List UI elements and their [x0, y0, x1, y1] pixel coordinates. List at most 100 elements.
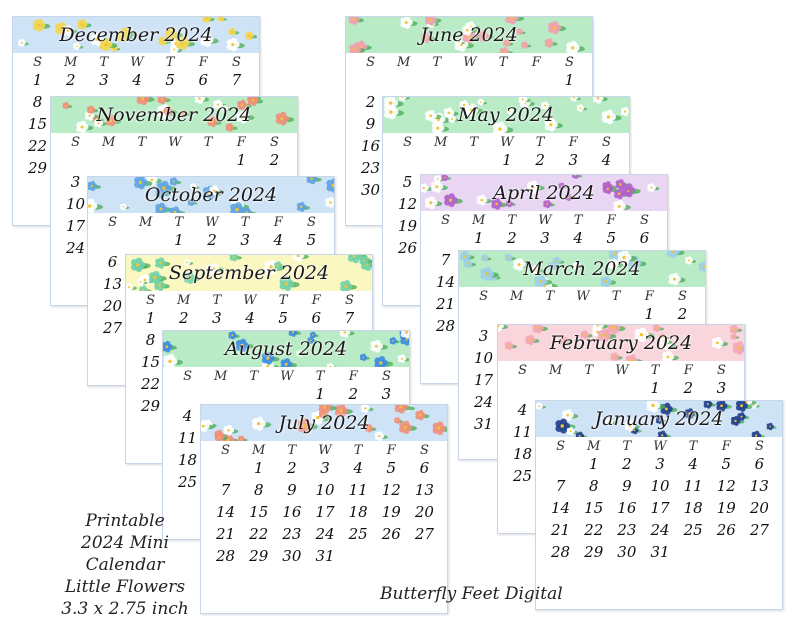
day-number: 7: [440, 251, 451, 269]
day-number: 29: [28, 159, 48, 177]
day-number: 2: [65, 71, 76, 89]
floral-pattern-icon: [88, 177, 334, 213]
weekday-label: T: [203, 135, 213, 150]
empty-day-cell: [457, 151, 490, 173]
day-number: 13: [103, 275, 123, 293]
day-number: 17: [474, 371, 494, 389]
day-number: 4: [688, 455, 698, 473]
day-number: 21: [436, 295, 456, 313]
empty-day-cell: [520, 71, 553, 93]
day-number: 25: [513, 467, 533, 485]
day-number: 7: [344, 309, 355, 327]
floral-pattern-icon: [163, 331, 409, 367]
day-number: 13: [414, 481, 434, 499]
month-banner: May 2024: [383, 97, 629, 133]
day-number: 14: [551, 499, 571, 517]
day-number: 16: [282, 503, 302, 521]
weekday-label: T: [165, 55, 175, 70]
weekday-label: W: [538, 213, 552, 228]
day-number: 7: [220, 481, 231, 499]
day-number: 24: [474, 393, 494, 411]
empty-day-cell: [96, 231, 129, 253]
weekday-label: S: [479, 289, 489, 304]
weekday-label: S: [564, 55, 574, 70]
day-number: 1: [145, 309, 156, 327]
day-number: 25: [683, 521, 703, 539]
day-number: 6: [198, 71, 209, 89]
day-number: 5: [306, 231, 317, 249]
empty-day-cell: [487, 71, 520, 93]
day-number: 1: [564, 71, 575, 89]
day-number: 12: [381, 481, 401, 499]
day-number: 18: [348, 503, 368, 521]
weekday-label: T: [535, 135, 545, 150]
weekday-label: M: [510, 289, 524, 304]
day-number: 15: [141, 353, 161, 371]
day-number: 19: [381, 503, 401, 521]
floral-pattern-icon: [421, 175, 660, 211]
day-number: 1: [650, 379, 660, 397]
day-number: 9: [287, 481, 297, 499]
day-number: 2: [348, 385, 359, 403]
weekday-label: W: [576, 289, 590, 304]
month-banner: June 2024: [346, 17, 592, 53]
day-number: 30: [282, 547, 302, 565]
empty-day-cell: [59, 151, 92, 173]
weekday-label: F: [273, 215, 283, 230]
month-title: December 2024: [59, 24, 213, 46]
month-banner: November 2024: [51, 97, 297, 133]
day-number: 2: [507, 229, 517, 247]
empty-day-cell: [467, 305, 500, 327]
day-number: 26: [381, 525, 401, 543]
day-number: 4: [517, 401, 528, 419]
weekday-label: F: [683, 363, 693, 378]
empty-day-cell: [129, 231, 162, 253]
day-number: 16: [361, 137, 381, 155]
floral-pattern-icon: [536, 401, 777, 437]
weekday-label: T: [287, 443, 297, 458]
day-number: 23: [617, 521, 637, 539]
weekday-label: T: [212, 293, 222, 308]
day-number: 22: [141, 375, 161, 393]
day-number: 24: [315, 525, 335, 543]
weekday-label: M: [587, 439, 601, 454]
weekday-label: S: [381, 369, 391, 384]
day-number: 11: [513, 423, 533, 441]
day-number: 18: [683, 499, 703, 517]
weekday-label: M: [64, 55, 78, 70]
weekday-label: M: [434, 135, 448, 150]
day-number: 6: [419, 459, 430, 477]
weekday-label: T: [573, 213, 583, 228]
day-number: 8: [253, 481, 264, 499]
day-number: 1: [473, 229, 484, 247]
day-number: 3: [99, 71, 109, 89]
weekday-label: T: [432, 55, 442, 70]
weekday-label: W: [463, 55, 477, 70]
weekday-label: S: [183, 369, 193, 384]
day-number: 17: [650, 499, 670, 517]
day-number: 31: [474, 415, 494, 433]
day-number: 21: [216, 525, 236, 543]
month-title: November 2024: [96, 104, 252, 126]
day-number: 24: [66, 239, 86, 257]
month-title: March 2024: [523, 258, 641, 280]
day-number: 10: [66, 195, 86, 213]
day-number: 22: [249, 525, 269, 543]
weekday-label: T: [99, 55, 109, 70]
weekday-label: S: [518, 363, 528, 378]
day-number: 27: [103, 319, 123, 337]
day-number: 2: [365, 93, 376, 111]
weekday-label: S: [419, 443, 429, 458]
empty-day-cell: [424, 151, 457, 173]
weekday-label: F: [531, 55, 541, 70]
weekday-label: W: [130, 55, 144, 70]
day-number: 20: [414, 503, 434, 521]
weekday-label: W: [615, 363, 629, 378]
month-title: February 2024: [549, 332, 693, 354]
